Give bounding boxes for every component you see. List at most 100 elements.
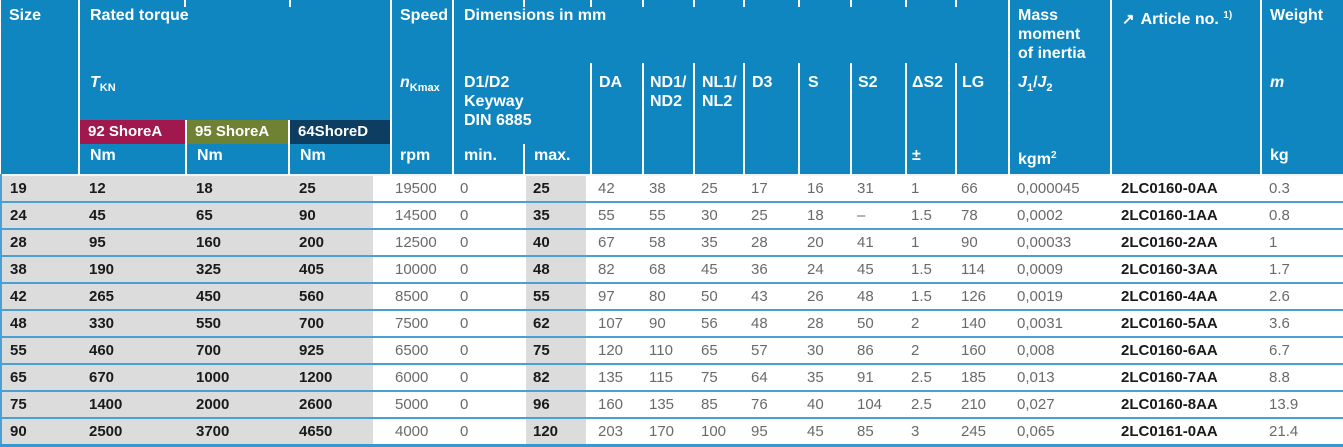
unit-nm-2: Nm [185,144,289,175]
col-header-lg: LG [954,63,1010,144]
cell-nl: 65 [694,337,744,364]
cell-s2: 50 [851,310,906,337]
cell-weight: 6.7 [1261,337,1343,364]
cell-d3: 43 [744,283,799,310]
header-top-tick [850,0,852,7]
cell-nd: 68 [643,256,694,283]
col-header-article: ↗ Article no. 1) [1110,0,1262,175]
article-title: Article no. [1140,11,1219,28]
cell-inertia: 0,000045 [1009,175,1112,202]
cell-nd: 110 [643,337,694,364]
header-top-tick [955,0,957,7]
cell-article: 2LC0160-1AA [1111,202,1262,229]
cell-rpm: 14500 [391,202,453,229]
cell-max: 25 [524,175,591,202]
cell-d3: 95 [744,418,799,446]
unit-kgm2: kgm2 [1008,144,1112,175]
cell-lg: 210 [956,391,1010,418]
header-top-tick [590,0,592,7]
cell-size: 28 [0,229,79,256]
cell-nd: 58 [643,229,694,256]
cell-nd: 115 [643,364,694,391]
cell-min: 0 [453,418,524,446]
cell-rpm: 6500 [391,337,453,364]
cell-ds2: 1.5 [906,256,956,283]
inertia-symbol: J1/J2 [1008,63,1112,144]
cell-min: 0 [453,364,524,391]
table-header: Size Rated torque Speed Dimensions in mm… [1,0,1343,175]
speed-symbol: nKmax [390,63,453,144]
cell-rpm: 19500 [391,175,453,202]
cell-min: 0 [453,175,524,202]
unit-spacer-da [590,144,643,175]
cell-s2: 45 [851,256,906,283]
cell-ds2: 1.5 [906,202,956,229]
cell-weight: 0.8 [1261,202,1343,229]
cell-min: 0 [453,310,524,337]
cell-t95: 3700 [186,418,289,446]
cell-article: 2LC0161-0AA [1111,418,1262,446]
cell-rpm: 12500 [391,229,453,256]
cell-t95: 550 [186,310,289,337]
cell-s: 18 [799,202,851,229]
cell-article: 2LC0160-2AA [1111,229,1262,256]
table-row: 65 670 1000 1200 6000 0 82 135 115 75 64 35 91 2.5 185… [0,364,1343,391]
cell-t64: 90 [289,202,391,229]
cell-t64: 925 [289,337,391,364]
cell-inertia: 0,0009 [1009,256,1112,283]
cell-article: 2LC0160-3AA [1111,256,1262,283]
cell-t64: 560 [289,283,391,310]
cell-article: 2LC0160-8AA [1111,391,1262,418]
cell-max: 40 [524,229,591,256]
cell-t92: 12 [79,175,186,202]
col-header-d3: D3 [743,63,799,144]
cell-t64: 4650 [289,418,391,446]
cell-da: 107 [591,310,643,337]
cell-t92: 1400 [79,391,186,418]
jump-arrow-icon: ↗ [1122,11,1135,28]
col-header-keyway: D1/D2 Keyway DIN 6885 [452,63,591,144]
table-row: 75 1400 2000 2600 5000 0 96 160 135 85 76 40 104 2.5 2… [0,391,1343,418]
cell-article: 2LC0160-4AA [1111,283,1262,310]
cell-inertia: 0,0002 [1009,202,1112,229]
cell-t64: 2600 [289,391,391,418]
cell-d3: 25 [744,202,799,229]
cell-rpm: 7500 [391,310,453,337]
col-header-delta-s2: ΔS2 [905,63,956,144]
cell-s: 26 [799,283,851,310]
inertia-title-line3: of inertia [1018,45,1086,62]
cell-nd: 80 [643,283,694,310]
cell-rpm: 4000 [391,418,453,446]
cell-t95: 18 [186,175,289,202]
cell-size: 48 [0,310,79,337]
inertia-title-line2: moment [1018,26,1081,43]
table-row: 55 460 700 925 6500 0 75 120 110 65 57 30 86 2 160 0,00… [0,337,1343,364]
cell-s2: 31 [851,175,906,202]
cell-rpm: 6000 [391,364,453,391]
cell-da: 203 [591,418,643,446]
cell-d3: 28 [744,229,799,256]
cell-size: 65 [0,364,79,391]
cell-min: 0 [453,337,524,364]
cell-nd: 55 [643,202,694,229]
cell-max: 75 [524,337,591,364]
col-header-dimensions: Dimensions in mm [451,0,1010,63]
cell-s: 40 [799,391,851,418]
header-top-tick [184,0,186,7]
cell-da: 67 [591,229,643,256]
cell-rpm: 8500 [391,283,453,310]
cell-t95: 700 [186,337,289,364]
cell-t95: 2000 [186,391,289,418]
header-top-tick [798,0,800,7]
cell-nl: 30 [694,202,744,229]
cell-d3: 76 [744,391,799,418]
header-top-tick [642,0,644,7]
cell-nd: 90 [643,310,694,337]
cell-max: 62 [524,310,591,337]
cell-lg: 90 [956,229,1010,256]
table-row: 90 2500 3700 4650 4000 0 120 203 170 100 95 45 85 3 24… [0,418,1343,446]
cell-t92: 330 [79,310,186,337]
cell-t92: 45 [79,202,186,229]
unit-kg: kg [1260,144,1343,175]
